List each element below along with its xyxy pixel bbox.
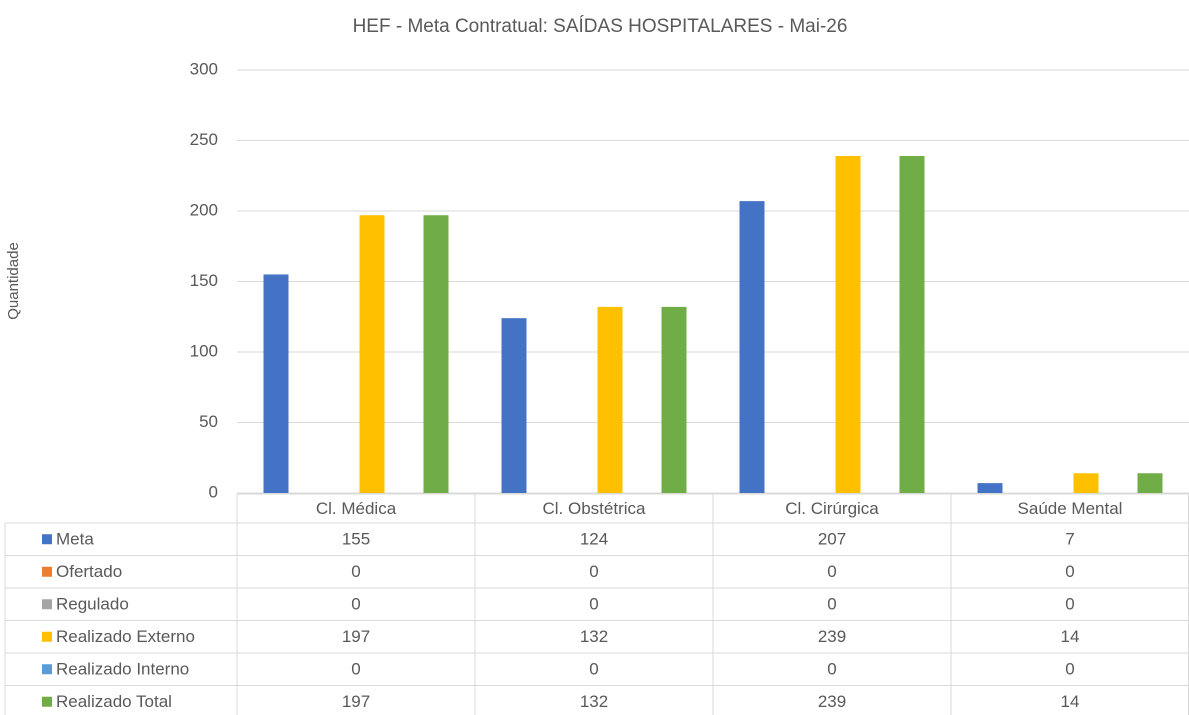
table-value: 7 [1065, 530, 1074, 549]
table-value: 0 [1065, 660, 1074, 679]
y-tick-label: 100 [190, 341, 218, 360]
table-value: 197 [342, 627, 370, 646]
table-value: 239 [818, 692, 846, 711]
bar [835, 156, 861, 493]
bar [359, 215, 385, 494]
table-value: 0 [589, 660, 598, 679]
legend-label: Realizado Interno [56, 660, 189, 679]
bar [263, 274, 289, 493]
legend-label: Realizado Total [56, 692, 172, 711]
bar [423, 215, 449, 494]
bar [597, 306, 623, 493]
legend-swatch [42, 599, 52, 610]
bar [1073, 473, 1099, 493]
legend-label: Realizado Externo [56, 627, 195, 646]
chart-title: HEF - Meta Contratual: SAÍDAS HOSPITALAR… [353, 16, 848, 37]
legend-label: Ofertado [56, 562, 122, 581]
table-value: 239 [818, 627, 846, 646]
table-value: 0 [351, 595, 360, 614]
legend-swatch [42, 696, 52, 707]
x-tick-label: Cl. Cirúrgica [785, 499, 879, 518]
table-value: 132 [580, 692, 608, 711]
legend-swatch [42, 664, 52, 675]
table-value: 0 [351, 562, 360, 581]
table-value: 207 [818, 530, 846, 549]
table-value: 14 [1061, 692, 1080, 711]
legend-swatch [42, 566, 52, 577]
legend-swatch [42, 631, 52, 642]
x-tick-label: Saúde Mental [1018, 499, 1123, 518]
table-value: 0 [827, 595, 836, 614]
table-value: 0 [589, 562, 598, 581]
y-tick-label: 50 [199, 412, 218, 431]
legend-swatch [42, 534, 52, 545]
bar [1137, 473, 1163, 493]
table-value: 0 [827, 660, 836, 679]
y-tick-label: 300 [190, 59, 218, 78]
legend-label: Regulado [56, 595, 129, 614]
bar [977, 483, 1003, 493]
table-value: 155 [342, 530, 370, 549]
table-value: 0 [827, 562, 836, 581]
y-axis-label: Quantidade [5, 242, 22, 320]
table-value: 0 [1065, 562, 1074, 581]
x-tick-label: Cl. Médica [316, 499, 397, 518]
y-tick-label: 150 [190, 271, 218, 290]
table-value: 0 [589, 595, 598, 614]
x-tick-label: Cl. Obstétrica [543, 499, 647, 518]
bar [661, 306, 687, 493]
table-value: 132 [580, 627, 608, 646]
table-value: 197 [342, 692, 370, 711]
y-tick-label: 0 [209, 482, 218, 501]
table-value: 0 [351, 660, 360, 679]
bar [501, 318, 527, 493]
legend-label: Meta [56, 530, 94, 549]
table-value: 14 [1061, 627, 1080, 646]
bar [739, 201, 765, 493]
table-value: 0 [1065, 595, 1074, 614]
y-tick-label: 200 [190, 200, 218, 219]
bar [899, 156, 925, 493]
y-tick-label: 250 [190, 130, 218, 149]
table-value: 124 [580, 530, 608, 549]
